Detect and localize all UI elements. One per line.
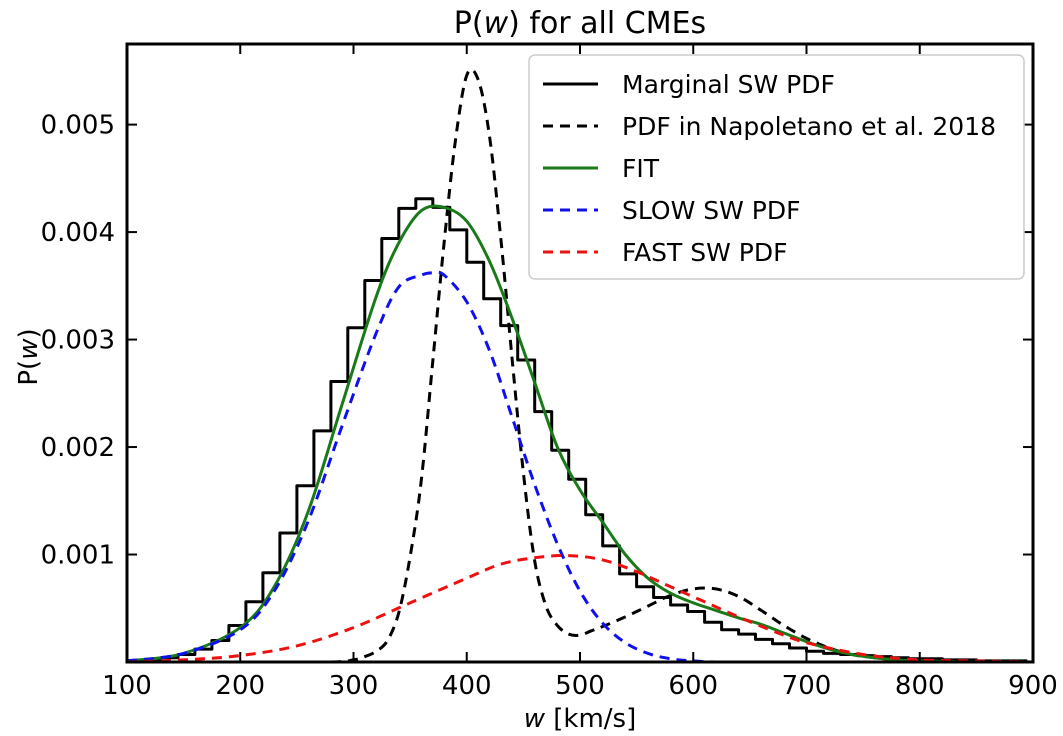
legend-label-pdf-in-napoletano-et-al-2018: PDF in Napoletano et al. 2018	[622, 112, 996, 141]
y-axis-label: P(w)	[14, 328, 44, 385]
series-line-fit	[127, 204, 1033, 662]
series-line-fast-sw-pdf	[127, 554, 1033, 662]
y-tick-label: 0.002	[41, 433, 115, 463]
y-tick-label: 0.005	[41, 111, 115, 141]
x-tick-label: 400	[442, 671, 492, 701]
legend-label-fit: FIT	[622, 154, 660, 183]
x-tick-label: 500	[555, 671, 605, 701]
series-line-pdf-in-napoletano-et-al-2018	[127, 67, 1033, 662]
x-tick-label: 900	[1008, 671, 1058, 701]
x-axis-label: w [km/s]	[524, 704, 637, 734]
legend: Marginal SW PDF PDF in Napoletano et al. …	[528, 54, 1025, 280]
x-tick-label: 100	[102, 671, 152, 701]
legend-box	[528, 54, 1025, 280]
series-fast-sw-pdf	[127, 554, 1033, 662]
series-fit	[127, 204, 1033, 662]
x-tick-label: 800	[895, 671, 945, 701]
plot-frame	[125, 42, 1035, 664]
chart-title: P(w) for all CMEs	[454, 6, 706, 41]
series-layer	[127, 67, 1033, 662]
x-tick-label: 600	[668, 671, 718, 701]
series-pdf-in-napoletano-et-al-2018	[127, 67, 1033, 662]
series-line-slow-sw-pdf	[127, 270, 807, 662]
legend-label-fast-sw-pdf: FAST SW PDF	[622, 238, 788, 267]
x-tick-label: 700	[782, 671, 832, 701]
x-tick-label: 200	[215, 671, 265, 701]
y-tick-label: 0.001	[41, 541, 115, 571]
y-tick-label: 0.003	[41, 326, 115, 356]
y-tick-label: 0.004	[41, 218, 115, 248]
legend-label-slow-sw-pdf: SLOW SW PDF	[622, 196, 801, 225]
ticks-layer: 100 200 300 400 500 600 700 800 900 0.001 0.002 0.0…	[41, 44, 1058, 701]
legend-label-marginal-sw-pdf: Marginal SW PDF	[622, 70, 835, 99]
series-slow-sw-pdf	[127, 270, 807, 662]
x-tick-label: 300	[329, 671, 379, 701]
